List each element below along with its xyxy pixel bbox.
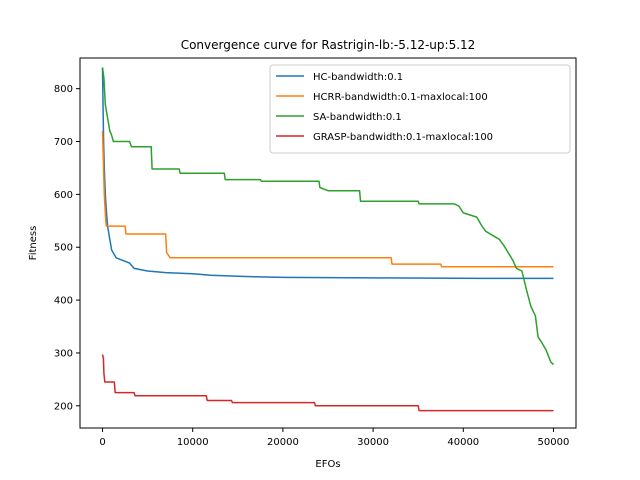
legend-label-2: HCRR-bandwidth:0.1-maxlocal:100 (313, 92, 488, 103)
y-tick-label: 200 (54, 401, 73, 412)
chart-title: Convergence curve for Rastrigin-lb:-5.12… (181, 38, 476, 52)
x-tick-label: 10000 (177, 437, 209, 448)
legend-label-4: GRASP-bandwidth:0.1-maxlocal:100 (313, 132, 493, 143)
x-tick-label: 50000 (538, 437, 570, 448)
y-tick-label: 500 (54, 243, 73, 254)
series-line-2 (101, 130, 554, 268)
x-axis-label: EFOs (315, 459, 340, 470)
legend: HC-bandwidth:0.1 HCRR-bandwidth:0.1-maxlo… (269, 64, 571, 154)
y-tick-label: 600 (54, 190, 73, 201)
x-tick-label: 40000 (447, 437, 479, 448)
y-tick-label: 800 (54, 84, 73, 95)
x-tick-label: 20000 (267, 437, 299, 448)
series-line-4 (101, 354, 554, 412)
x-axis: 0 10000 20000 30000 40000 50000 (99, 428, 569, 448)
y-tick-label: 700 (54, 137, 73, 148)
legend-label-1: HC-bandwidth:0.1 (313, 72, 403, 83)
x-tick-label: 0 (99, 437, 105, 448)
series-line-3 (101, 67, 555, 366)
y-axis: 200 300 400 500 600 700 800 (54, 84, 80, 412)
y-tick-label: 400 (54, 296, 73, 307)
legend-box (269, 64, 571, 154)
x-tick-label: 30000 (357, 437, 389, 448)
plot-frame (79, 57, 577, 429)
y-tick-label: 300 (54, 348, 73, 359)
series-layer (101, 67, 555, 412)
legend-label-3: SA-bandwidth:0.1 (313, 112, 402, 123)
y-axis-label: Fitness (28, 226, 39, 261)
series-line-1 (101, 67, 554, 280)
